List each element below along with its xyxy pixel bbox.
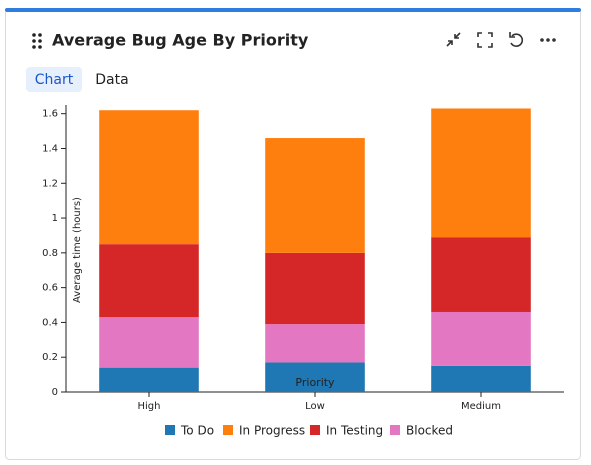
bar-segment: [99, 110, 199, 245]
x-tick-label: Medium: [461, 401, 501, 412]
y-tick-label: 1: [52, 213, 58, 224]
bar-segment: [99, 367, 199, 392]
bar-segment: [431, 365, 531, 392]
y-tick-label: 0.6: [42, 283, 58, 294]
bar-segment: [99, 317, 199, 368]
x-tick-label: High: [138, 401, 161, 412]
y-axis-label: Average time (hours): [72, 197, 83, 303]
bar-segment: [265, 252, 365, 325]
card-accent: [5, 8, 581, 12]
legend-swatch: [223, 425, 233, 435]
bar-segment: [265, 138, 365, 253]
more-icon[interactable]: [540, 38, 556, 42]
legend-swatch: [390, 425, 400, 435]
tab[interactable]: Chart: [35, 72, 74, 88]
legend-label: To Do: [180, 424, 214, 438]
bar-segment: [431, 311, 531, 366]
y-tick-label: 0: [52, 387, 58, 398]
bar-segment: [99, 244, 199, 318]
y-tick-label: 0.4: [42, 317, 58, 328]
fullscreen-icon[interactable]: [477, 32, 493, 48]
bar-segment: [265, 324, 365, 363]
x-axis-label: Priority: [295, 376, 335, 389]
legend-label: Blocked: [406, 424, 453, 438]
tab-active-bg: [26, 67, 82, 92]
y-tick-label: 0.2: [42, 352, 58, 363]
drag-handle[interactable]: [32, 33, 42, 49]
legend-label: In Progress: [239, 424, 305, 438]
bar-segment: [265, 362, 365, 392]
bar-segment: [431, 237, 531, 312]
refresh-icon[interactable]: [509, 32, 524, 47]
y-tick-label: 1.6: [42, 109, 58, 120]
legend-label: In Testing: [326, 424, 383, 438]
y-tick-label: 1.2: [42, 178, 58, 189]
x-tick-label: Low: [305, 401, 325, 412]
bar-segment: [431, 108, 531, 238]
legend-swatch: [310, 425, 320, 435]
collapse-icon[interactable]: [446, 32, 461, 47]
y-tick-label: 1.4: [42, 143, 58, 154]
chart-title: Average Bug Age By Priority: [52, 31, 309, 50]
legend-swatch: [165, 425, 175, 435]
tab[interactable]: Data: [95, 72, 128, 88]
y-tick-label: 0.8: [42, 248, 58, 259]
